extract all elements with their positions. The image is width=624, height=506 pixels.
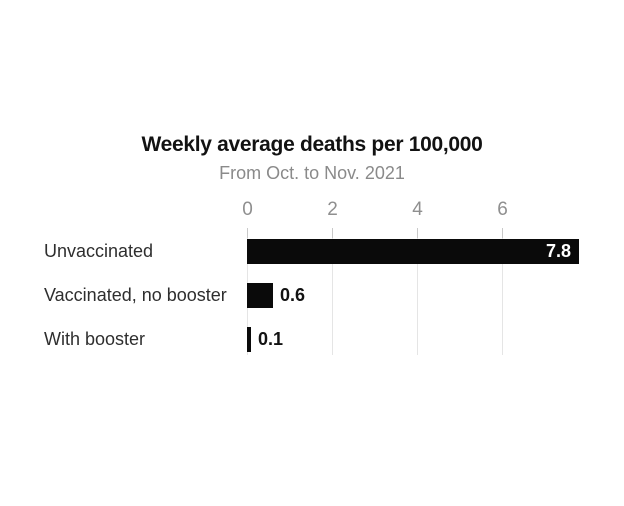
axis-tick-label-0: 0 (242, 199, 253, 220)
chart-subtitle: From Oct. to Nov. 2021 (219, 163, 405, 183)
category-label-unvaccinated: Unvaccinated (44, 241, 154, 261)
axis-tick-label-2: 2 (327, 199, 338, 220)
tick-mark-4 (417, 228, 418, 238)
row-with-booster: With booster 0.1 (0, 327, 624, 352)
value-label-with-booster: 0.1 (258, 329, 284, 349)
row-unvaccinated: Unvaccinated 7.8 (0, 239, 624, 264)
tick-mark-2 (332, 228, 333, 238)
bar-unvaccinated: 7.8 (247, 239, 579, 264)
gridline-2 (332, 229, 333, 355)
category-label-with-booster: With booster (44, 329, 146, 349)
value-label-unvaccinated: 7.8 (545, 241, 571, 261)
axis-tick-label-6: 6 (497, 199, 508, 220)
axis-tick-label-4: 4 (412, 199, 423, 220)
tick-mark-6 (502, 228, 503, 238)
chart-title: Weekly average deaths per 100,000 (141, 133, 483, 156)
gridline-6 (502, 229, 503, 355)
gridline-4 (417, 229, 418, 355)
row-vaccinated-no-booster: Vaccinated, no booster 0.6 (0, 283, 624, 308)
bar-vaccinated-no-booster (247, 283, 273, 308)
bar-with-booster (247, 327, 251, 352)
category-label-vaccinated-no-booster: Vaccinated, no booster (44, 285, 227, 305)
value-label-vaccinated-no-booster: 0.6 (280, 285, 306, 305)
tick-mark-0 (247, 228, 248, 238)
